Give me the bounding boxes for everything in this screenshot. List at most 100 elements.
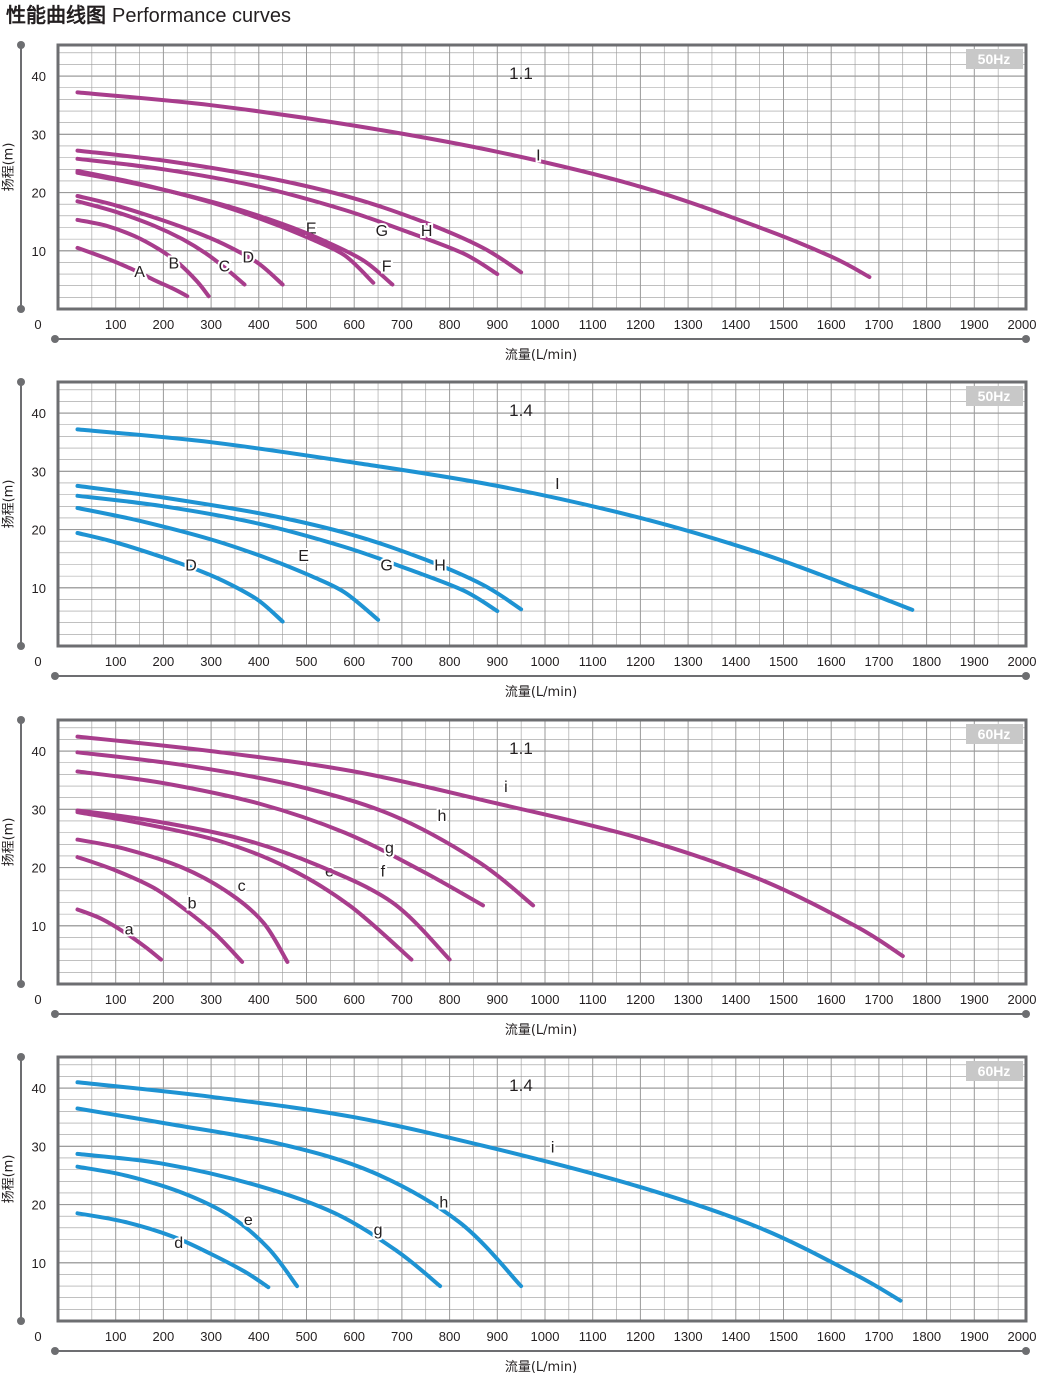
curve-g bbox=[75, 1151, 443, 1289]
x-tick-label: 700 bbox=[391, 654, 413, 669]
x-axis-left-dot bbox=[51, 335, 59, 343]
x-tick-label: 2000 bbox=[1008, 654, 1037, 669]
curve-I bbox=[75, 427, 915, 612]
x-tick-label: 1200 bbox=[626, 317, 655, 332]
curve-label-halo: e bbox=[244, 1212, 253, 1229]
curve-label-halo: C bbox=[219, 258, 231, 275]
curve-D bbox=[75, 194, 285, 287]
x-tick-label: 1700 bbox=[864, 317, 893, 332]
x-tick-label: 1700 bbox=[864, 654, 893, 669]
y-tick-label: 20 bbox=[32, 1198, 46, 1213]
curve-b bbox=[75, 855, 245, 964]
x-tick-label: 1600 bbox=[817, 1329, 846, 1344]
x-tick-label: 1300 bbox=[674, 317, 703, 332]
y-tick-label: 10 bbox=[32, 919, 46, 934]
x-tick-label: 200 bbox=[153, 654, 175, 669]
curve-label-i: i bbox=[551, 1139, 555, 1156]
x-tick-label: 1800 bbox=[912, 654, 941, 669]
origin-label: 0 bbox=[34, 1329, 41, 1344]
x-tick-label: 1500 bbox=[769, 1329, 798, 1344]
x-axis-left-dot bbox=[51, 1010, 59, 1018]
model-label: 1.1 bbox=[509, 739, 533, 758]
x-tick-label: 1500 bbox=[769, 317, 798, 332]
frequency-badge: 60Hz bbox=[978, 1063, 1011, 1079]
y-tick-label: 30 bbox=[32, 1139, 46, 1154]
x-tick-label: 1400 bbox=[721, 1329, 750, 1344]
y-tick-label: 40 bbox=[32, 69, 46, 84]
curve-label-halo: g bbox=[374, 1222, 383, 1239]
x-axis-right-dot bbox=[1022, 1010, 1030, 1018]
curve-label-H: H bbox=[421, 223, 433, 240]
x-tick-label: 100 bbox=[105, 1329, 127, 1344]
curve-label-D: D bbox=[185, 557, 197, 574]
x-tick-label: 1500 bbox=[769, 992, 798, 1007]
curve-label-halo: D bbox=[185, 557, 197, 574]
curve-label-halo: h bbox=[439, 1195, 448, 1212]
x-axis-left-dot bbox=[51, 1347, 59, 1355]
x-tick-label: 100 bbox=[105, 992, 127, 1007]
x-tick-label: 1200 bbox=[626, 654, 655, 669]
curve-label-I: I bbox=[555, 476, 559, 493]
y-axis-bottom-dot bbox=[17, 305, 25, 313]
y-tick-label: 20 bbox=[32, 861, 46, 876]
curve-label-halo: F bbox=[382, 258, 392, 275]
x-tick-label: 600 bbox=[343, 654, 365, 669]
y-axis-top-dot bbox=[17, 378, 25, 386]
curve-label-halo: b bbox=[188, 895, 197, 912]
x-tick-label: 2000 bbox=[1008, 1329, 1037, 1344]
y-tick-label: 20 bbox=[32, 186, 46, 201]
origin-label: 0 bbox=[34, 654, 41, 669]
curve-label-halo: B bbox=[169, 255, 180, 272]
x-tick-label: 1700 bbox=[864, 1329, 893, 1344]
curve-e bbox=[75, 1164, 299, 1289]
curve-e bbox=[75, 810, 414, 962]
x-tick-label: 1800 bbox=[912, 317, 941, 332]
curve-label-halo: G bbox=[376, 223, 388, 240]
x-tick-label: 1100 bbox=[579, 1329, 607, 1344]
curve-label-halo: H bbox=[434, 557, 446, 574]
curve-A bbox=[75, 245, 190, 299]
x-axis-title: 流量(L/min) bbox=[505, 685, 577, 700]
y-tick-label: 10 bbox=[32, 1256, 46, 1271]
y-tick-label: 40 bbox=[32, 1081, 46, 1096]
x-tick-label: 500 bbox=[296, 317, 318, 332]
curve-h bbox=[75, 1106, 524, 1289]
x-axis-title: 流量(L/min) bbox=[505, 1023, 577, 1038]
curve-label-halo: i bbox=[551, 1139, 555, 1156]
grid bbox=[58, 45, 1026, 309]
curve-label-halo: H bbox=[421, 223, 433, 240]
x-tick-label: 700 bbox=[391, 992, 413, 1007]
x-tick-label: 600 bbox=[343, 992, 365, 1007]
curve-label-halo: E bbox=[298, 548, 309, 565]
x-tick-label: 1900 bbox=[960, 1329, 989, 1344]
x-tick-label: 1300 bbox=[674, 992, 703, 1007]
curve-g bbox=[75, 769, 485, 908]
x-tick-label: 300 bbox=[200, 1329, 222, 1344]
x-tick-label: 1100 bbox=[579, 317, 607, 332]
curve-label-halo: g bbox=[385, 840, 394, 857]
x-tick-label: 800 bbox=[439, 1329, 461, 1344]
y-tick-label: 40 bbox=[32, 406, 46, 421]
curve-H bbox=[75, 148, 524, 275]
grid bbox=[58, 1057, 1026, 1321]
x-tick-label: 1000 bbox=[531, 654, 560, 669]
y-axis-bottom-dot bbox=[17, 1317, 25, 1325]
curve-label-H: H bbox=[434, 557, 446, 574]
model-label: 1.1 bbox=[509, 64, 533, 83]
x-tick-label: 1000 bbox=[531, 317, 560, 332]
curve-label-d: d bbox=[174, 1235, 183, 1252]
x-tick-label: 1900 bbox=[960, 654, 989, 669]
x-tick-label: 1200 bbox=[626, 992, 655, 1007]
x-tick-label: 300 bbox=[200, 992, 222, 1007]
frequency-badge-bg bbox=[966, 1061, 1023, 1081]
curve-G bbox=[75, 156, 500, 277]
x-tick-label: 900 bbox=[486, 1329, 508, 1344]
x-tick-label: 1600 bbox=[817, 992, 846, 1007]
x-tick-label: 1800 bbox=[912, 992, 941, 1007]
